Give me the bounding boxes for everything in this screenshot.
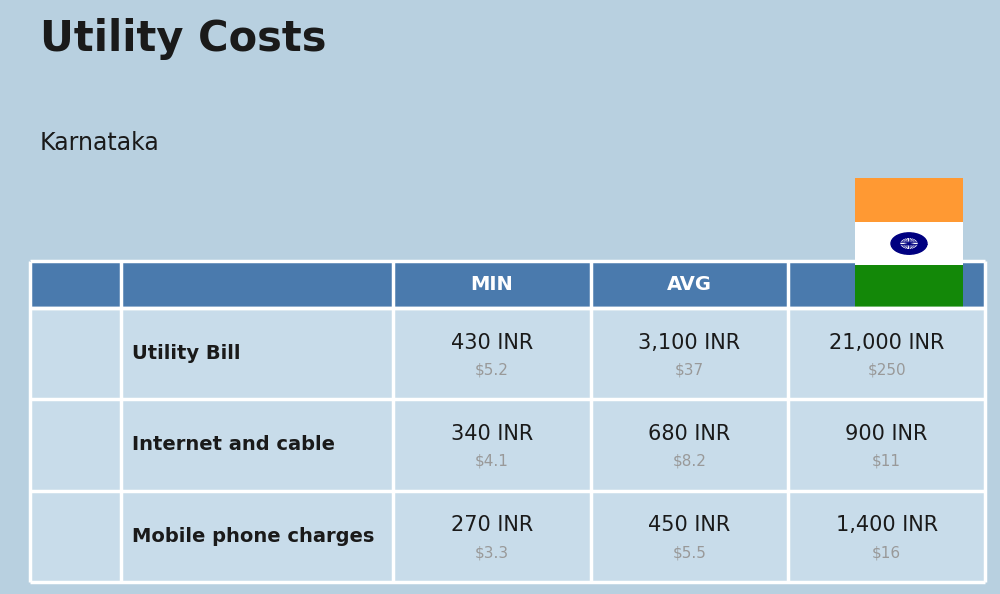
Text: 680 INR: 680 INR (648, 424, 731, 444)
Text: Internet and cable: Internet and cable (132, 435, 335, 454)
Text: Utility Costs: Utility Costs (40, 18, 326, 60)
Text: $3.3: $3.3 (475, 545, 509, 560)
Text: $5.5: $5.5 (672, 545, 706, 560)
Text: 3,100 INR: 3,100 INR (638, 333, 740, 353)
Text: $250: $250 (867, 362, 906, 378)
Text: 340 INR: 340 INR (451, 424, 533, 444)
Text: 21,000 INR: 21,000 INR (829, 333, 944, 353)
Text: Karnataka: Karnataka (40, 131, 160, 154)
Bar (855, 222, 963, 266)
Text: $16: $16 (872, 545, 901, 560)
Text: 450 INR: 450 INR (648, 516, 731, 535)
Circle shape (901, 239, 917, 248)
Bar (855, 266, 963, 309)
Bar (30, 491, 985, 582)
Text: 1,400 INR: 1,400 INR (836, 516, 938, 535)
Bar (855, 178, 963, 222)
Text: $5.2: $5.2 (475, 362, 509, 378)
Text: 900 INR: 900 INR (845, 424, 928, 444)
Text: $8.2: $8.2 (672, 454, 706, 469)
Text: Mobile phone charges: Mobile phone charges (132, 527, 374, 546)
Bar (30, 399, 985, 491)
Bar (30, 261, 985, 308)
Text: $37: $37 (675, 362, 704, 378)
Text: Utility Bill: Utility Bill (132, 344, 240, 363)
Text: MAX: MAX (862, 275, 911, 294)
Text: MIN: MIN (470, 275, 513, 294)
Text: AVG: AVG (667, 275, 712, 294)
Text: $4.1: $4.1 (475, 454, 509, 469)
Circle shape (891, 233, 927, 254)
Text: $11: $11 (872, 454, 901, 469)
Text: 430 INR: 430 INR (451, 333, 533, 353)
Bar (30, 308, 985, 399)
Text: 270 INR: 270 INR (451, 516, 533, 535)
